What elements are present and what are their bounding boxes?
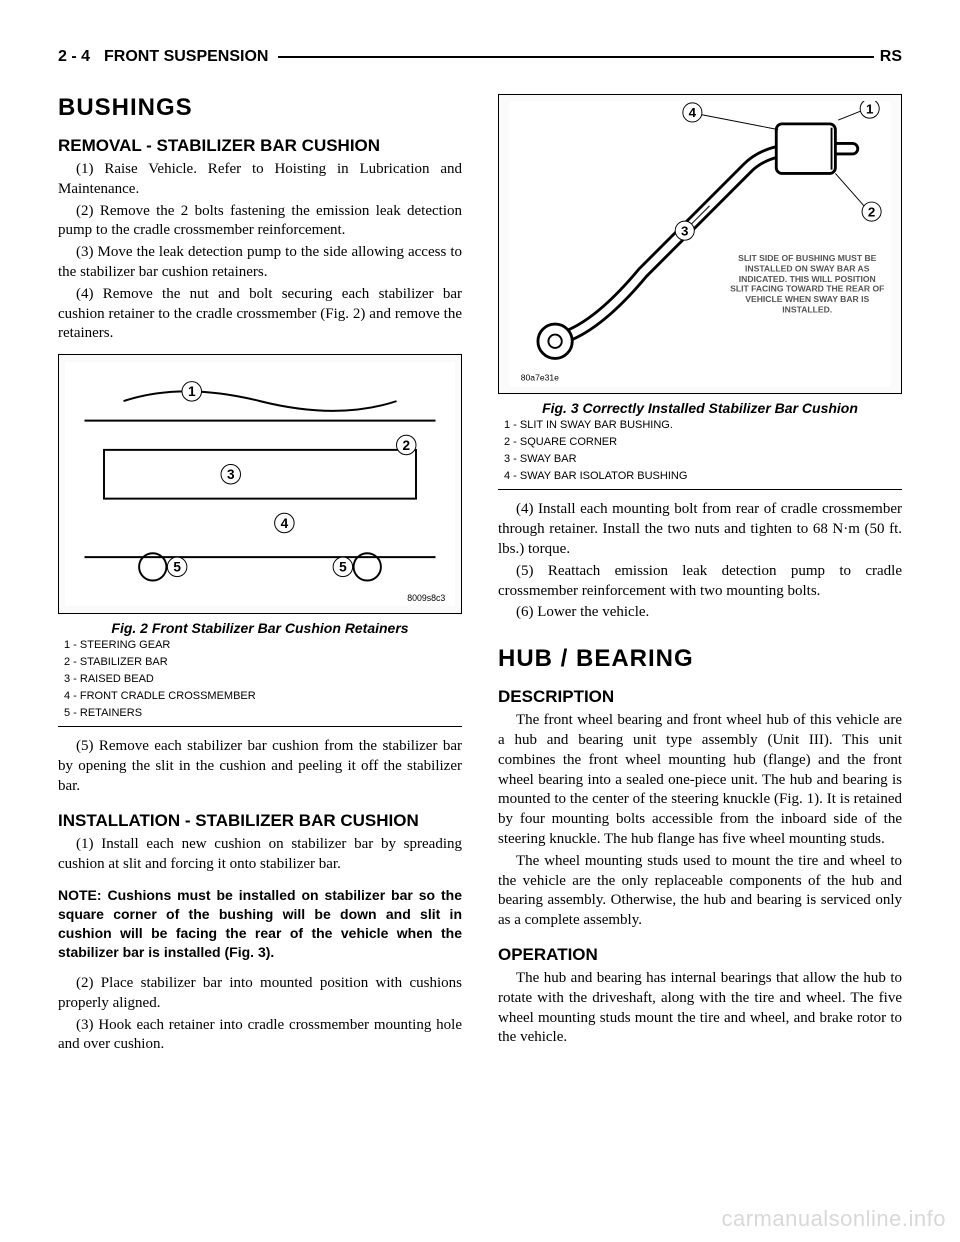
svg-text:2: 2 (868, 204, 875, 219)
figure-2-legend-1: 1 - STEERING GEAR (58, 638, 462, 653)
left-column: BUSHINGS REMOVAL - STABILIZER BAR CUSHIO… (58, 94, 462, 1057)
figure-2-legend-5: 5 - RETAINERS (58, 706, 462, 721)
watermark: carmanualsonline.info (721, 1206, 946, 1232)
figure-3-legend-3: 3 - SWAY BAR (498, 452, 902, 467)
figure-2-legend-3: 3 - RAISED BEAD (58, 672, 462, 687)
legend-rule (58, 726, 462, 727)
body-text: (4) Install each mounting bolt from rear… (498, 500, 902, 559)
body-text: (1) Raise Vehicle. Refer to Hoisting in … (58, 160, 462, 200)
figure-3-caption: Fig. 3 Correctly Installed Stabilizer Ba… (498, 400, 902, 416)
body-text: The hub and bearing has internal bearing… (498, 969, 902, 1048)
svg-text:4: 4 (281, 516, 289, 531)
figure-3-legend-1: 1 - SLIT IN SWAY BAR BUSHING. (498, 418, 902, 433)
body-text: (2) Place stabilizer bar into mounted po… (58, 974, 462, 1014)
svg-text:3: 3 (681, 223, 688, 238)
figure-2-legend-2: 2 - STABILIZER BAR (58, 655, 462, 670)
figure-3-legend-4: 4 - SWAY BAR ISOLATOR BUSHING (498, 469, 902, 484)
svg-text:1: 1 (866, 101, 874, 116)
figure-2-image: 1 2 3 4 5 5 8009s8c3 (58, 354, 462, 614)
figure-2-legend-4: 4 - FRONT CRADLE CROSSMEMBER (58, 689, 462, 704)
heading-hub-bearing: HUB / BEARING (498, 645, 902, 673)
body-text: (6) Lower the vehicle. (498, 603, 902, 623)
content-columns: BUSHINGS REMOVAL - STABILIZER BAR CUSHIO… (58, 94, 902, 1057)
svg-text:5: 5 (339, 560, 347, 575)
svg-text:5: 5 (173, 560, 181, 575)
heading-description: DESCRIPTION (498, 687, 902, 707)
svg-text:1: 1 (188, 384, 196, 399)
figure-3-note: SLIT SIDE OF BUSHING MUST BE INSTALLED O… (729, 254, 886, 316)
body-text: The front wheel bearing and front wheel … (498, 711, 902, 850)
figure-3-image: 1 2 3 4 SLIT SIDE OF BUSHING MUST BE INS… (498, 94, 902, 394)
svg-text:2: 2 (402, 438, 410, 453)
heading-installation: INSTALLATION - STABILIZER BAR CUSHION (58, 811, 462, 831)
svg-text:4: 4 (689, 105, 697, 120)
body-text: (3) Move the leak detection pump to the … (58, 243, 462, 283)
heading-operation: OPERATION (498, 945, 902, 965)
body-text: (1) Install each new cushion on stabiliz… (58, 835, 462, 875)
body-text: (5) Reattach emission leak detection pum… (498, 562, 902, 602)
heading-removal: REMOVAL - STABILIZER BAR CUSHION (58, 136, 462, 156)
body-text: (5) Remove each stabilizer bar cushion f… (58, 737, 462, 796)
note-text: NOTE: Cushions must be installed on stab… (58, 886, 462, 962)
figure-3-legend-2: 2 - SQUARE CORNER (498, 435, 902, 450)
figure-2-caption: Fig. 2 Front Stabilizer Bar Cushion Reta… (58, 620, 462, 636)
header-rule (278, 56, 873, 58)
body-text: The wheel mounting studs used to mount t… (498, 852, 902, 931)
page-ref: 2 - 4 (58, 48, 90, 66)
figure-code: 80a7e31e (521, 372, 559, 382)
section-title: FRONT SUSPENSION (104, 48, 268, 66)
body-text: (3) Hook each retainer into cradle cross… (58, 1016, 462, 1056)
figure-code: 8009s8c3 (407, 593, 445, 603)
heading-bushings: BUSHINGS (58, 94, 462, 122)
figure-2: 1 2 3 4 5 5 8009s8c3 Fig. 2 Front Stabil… (58, 354, 462, 727)
svg-text:3: 3 (227, 467, 235, 482)
figure-3: 1 2 3 4 SLIT SIDE OF BUSHING MUST BE INS… (498, 94, 902, 490)
body-text: (2) Remove the 2 bolts fastening the emi… (58, 202, 462, 242)
legend-rule (498, 489, 902, 490)
page-header: 2 - 4 FRONT SUSPENSION RS (58, 48, 902, 66)
right-column: 1 2 3 4 SLIT SIDE OF BUSHING MUST BE INS… (498, 94, 902, 1057)
body-text: (4) Remove the nut and bolt securing eac… (58, 285, 462, 344)
header-code: RS (880, 48, 902, 66)
